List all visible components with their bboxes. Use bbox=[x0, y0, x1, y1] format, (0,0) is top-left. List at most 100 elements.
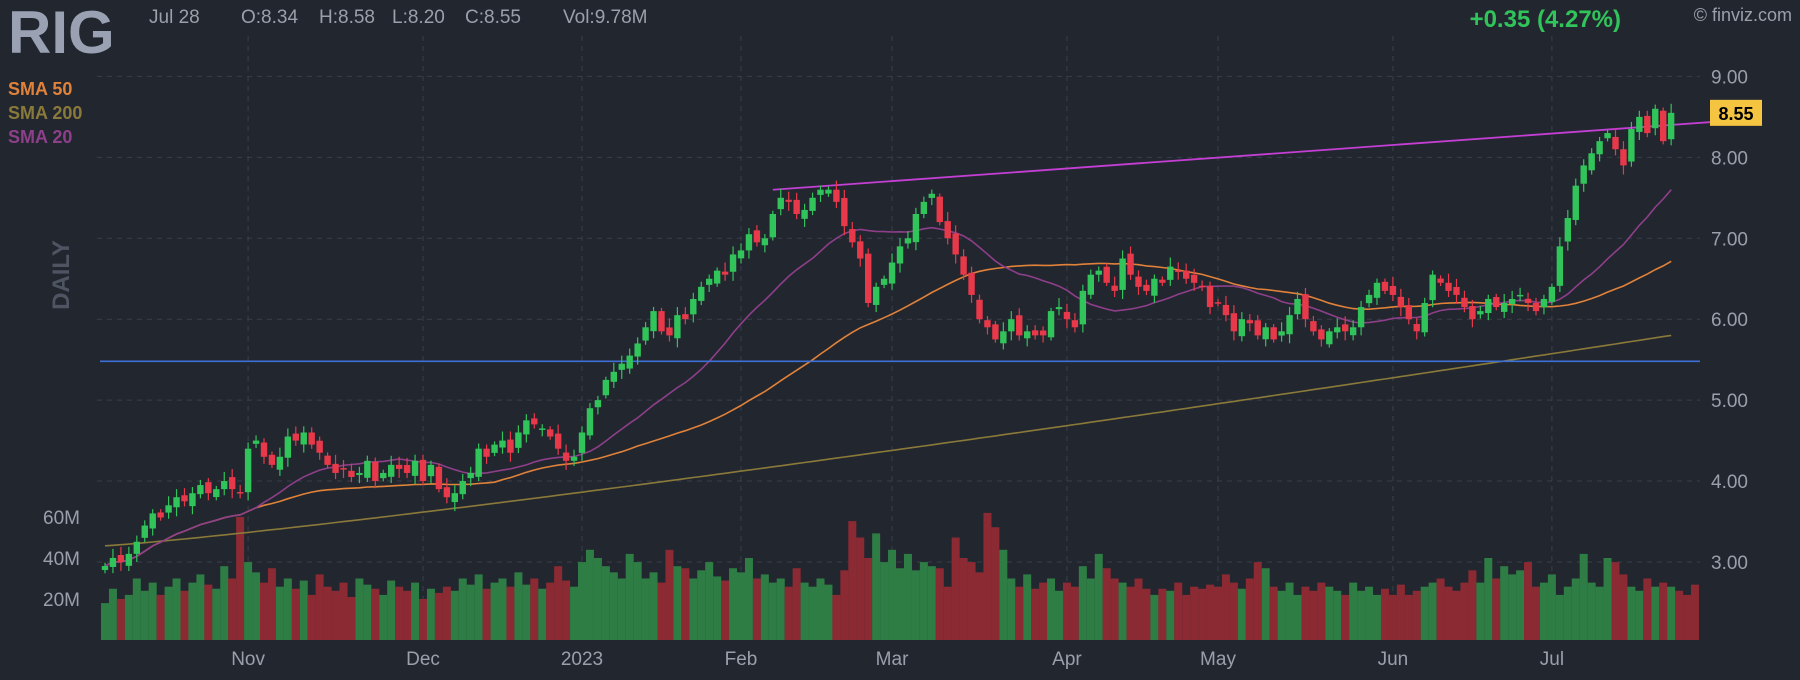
candle-body bbox=[1644, 115, 1651, 134]
volume-bar bbox=[959, 558, 968, 640]
candle-body bbox=[205, 482, 212, 494]
volume-bar bbox=[490, 582, 499, 640]
candle-body bbox=[1373, 282, 1381, 298]
candle-body bbox=[825, 189, 832, 194]
candle-body bbox=[364, 460, 371, 478]
volume-bar bbox=[1635, 590, 1644, 640]
candle-body bbox=[1278, 331, 1285, 336]
candle-body bbox=[920, 201, 928, 214]
volume-bar bbox=[911, 570, 920, 640]
candle-body bbox=[849, 229, 856, 243]
volume-bar bbox=[1373, 594, 1381, 640]
candle-body bbox=[1453, 286, 1460, 295]
volume-bar bbox=[1555, 594, 1564, 640]
volume-bar bbox=[1094, 553, 1103, 640]
candle-body bbox=[1604, 133, 1611, 139]
volume-bar bbox=[228, 578, 237, 640]
legend-sma-50: SMA 50 bbox=[8, 79, 72, 99]
candle-body bbox=[332, 463, 339, 473]
candle-body bbox=[1508, 298, 1516, 304]
volume-bar bbox=[387, 580, 396, 640]
candle-body bbox=[1612, 136, 1619, 150]
candle-body bbox=[531, 418, 538, 425]
volume-bar bbox=[1174, 582, 1183, 640]
drawn-lines bbox=[100, 120, 1727, 363]
candle-body bbox=[594, 400, 602, 408]
volume-bar bbox=[832, 594, 841, 640]
volume-bar bbox=[164, 586, 173, 640]
candle-body bbox=[1024, 331, 1031, 339]
candle-body bbox=[753, 230, 761, 243]
bar-date: Jul 28 bbox=[149, 7, 200, 28]
volume-bar bbox=[1190, 586, 1199, 640]
close-value: C:8.55 bbox=[465, 7, 521, 28]
volume-bar bbox=[498, 578, 507, 640]
volume-bar bbox=[236, 517, 245, 640]
candle-body bbox=[411, 460, 419, 476]
volume-bar bbox=[395, 586, 404, 640]
volume-bar bbox=[108, 588, 117, 640]
volume-bar bbox=[140, 590, 149, 640]
volume-bar bbox=[1563, 586, 1572, 640]
candle-body bbox=[1318, 329, 1325, 340]
volume-bar bbox=[1349, 582, 1358, 640]
date-tick-label: Mar bbox=[876, 649, 909, 670]
volume-bar bbox=[816, 578, 825, 640]
volume-bar bbox=[299, 580, 308, 640]
candle-body bbox=[682, 314, 689, 320]
volume-bar bbox=[601, 566, 610, 640]
candle-body bbox=[1405, 305, 1412, 320]
volume-bar bbox=[1039, 582, 1048, 640]
candle-body bbox=[880, 278, 888, 285]
volume-bar bbox=[124, 594, 133, 640]
candle-body bbox=[1000, 331, 1007, 344]
volume-bar bbox=[1341, 594, 1350, 640]
candle-body bbox=[507, 439, 514, 453]
volume-bar bbox=[1134, 578, 1143, 640]
volume-bar bbox=[1412, 590, 1421, 640]
price-tick-label: 9.00 bbox=[1711, 67, 1748, 88]
price-tick-label: 3.00 bbox=[1711, 553, 1748, 574]
volume-bar bbox=[1388, 594, 1397, 640]
candle-body bbox=[1564, 218, 1571, 242]
candle-body bbox=[674, 315, 681, 339]
volume-bar bbox=[101, 603, 109, 640]
volume-bar bbox=[792, 568, 801, 640]
volume-bar bbox=[482, 588, 491, 640]
candle-body bbox=[1016, 315, 1023, 336]
volume-bar bbox=[466, 584, 475, 640]
volume-bar bbox=[1309, 590, 1318, 640]
low-value: L:8.20 bbox=[392, 7, 445, 28]
candle-body bbox=[1087, 274, 1094, 295]
volume-bar bbox=[1118, 582, 1127, 640]
volume-bar bbox=[721, 580, 730, 640]
candle-body bbox=[1357, 307, 1365, 328]
volume-bar bbox=[1285, 582, 1294, 640]
candle-body bbox=[1421, 303, 1428, 333]
volume-bar bbox=[1539, 582, 1548, 640]
volume-bar bbox=[888, 549, 897, 640]
volume-bar bbox=[1110, 578, 1119, 640]
volume-bar bbox=[1261, 568, 1270, 640]
candle-body bbox=[1445, 282, 1452, 291]
candle-body bbox=[1095, 270, 1102, 275]
source-link[interactable]: © finviz.com bbox=[1694, 5, 1792, 25]
candle-body bbox=[960, 256, 967, 275]
candle-body bbox=[1667, 112, 1675, 140]
volume-bar bbox=[411, 582, 420, 640]
candle-body bbox=[1580, 165, 1587, 184]
candle-body bbox=[165, 505, 172, 513]
candle-body bbox=[244, 448, 252, 493]
candle-body bbox=[1270, 327, 1277, 340]
candle-body bbox=[1294, 298, 1301, 315]
volume-bar bbox=[434, 592, 443, 640]
volume-bar bbox=[943, 586, 952, 640]
volume-bar bbox=[1253, 562, 1262, 640]
candle-body bbox=[1660, 110, 1667, 142]
candle-body bbox=[1596, 141, 1603, 155]
candle-body bbox=[419, 459, 427, 482]
volume-bar bbox=[450, 590, 459, 640]
candle-body bbox=[229, 477, 236, 490]
volume-bar bbox=[1293, 594, 1302, 640]
candle-body bbox=[1540, 298, 1548, 308]
